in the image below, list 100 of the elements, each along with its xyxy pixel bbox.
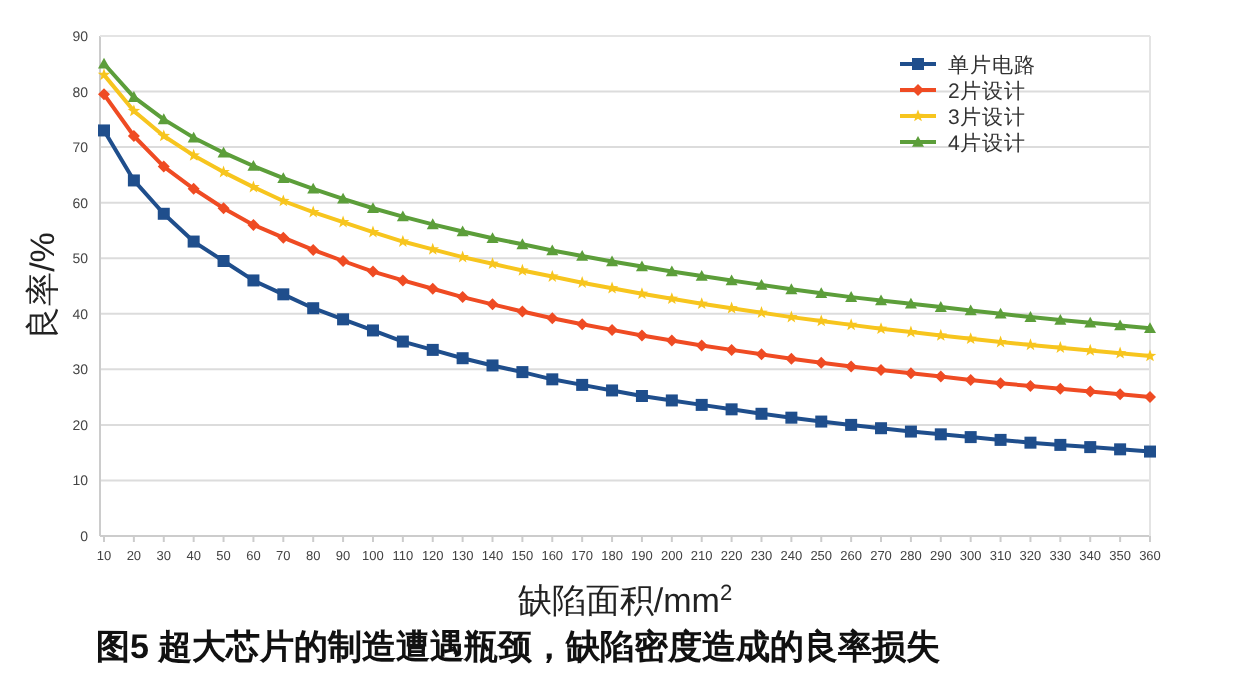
point — [516, 366, 529, 379]
point — [1084, 441, 1097, 454]
point — [785, 352, 798, 365]
point — [247, 274, 260, 287]
point — [725, 403, 738, 416]
point — [964, 304, 977, 316]
point — [725, 274, 738, 286]
point — [98, 124, 110, 137]
point — [635, 329, 648, 342]
x-axis-title: 缺陷面积/mm$^{2}$ — [517, 582, 733, 620]
point — [755, 407, 768, 420]
point — [994, 307, 1007, 319]
point — [157, 207, 170, 220]
point — [1024, 436, 1037, 449]
point — [875, 294, 888, 306]
point — [1144, 445, 1156, 458]
point — [576, 250, 589, 261]
point — [1143, 349, 1157, 362]
point — [845, 291, 858, 302]
point — [875, 422, 888, 435]
point — [337, 192, 350, 204]
point — [994, 377, 1007, 390]
point — [695, 339, 708, 352]
point — [396, 335, 409, 348]
point — [785, 411, 798, 424]
point — [426, 218, 439, 230]
point — [157, 113, 170, 125]
legend-label: 4片设计 — [948, 130, 1026, 156]
point — [725, 343, 738, 356]
point — [97, 68, 111, 81]
point — [814, 314, 828, 327]
point — [1054, 313, 1067, 325]
point — [456, 352, 469, 365]
point — [1054, 438, 1067, 451]
point — [904, 297, 917, 309]
point — [486, 359, 499, 372]
point — [426, 282, 439, 295]
point — [217, 202, 230, 215]
point — [964, 431, 977, 444]
point — [546, 373, 559, 386]
point — [366, 324, 379, 337]
point — [366, 202, 379, 214]
point — [247, 218, 260, 231]
point — [1083, 343, 1097, 356]
point — [994, 433, 1007, 446]
point — [1054, 341, 1067, 354]
point — [307, 302, 320, 315]
point — [187, 148, 200, 161]
legend-label: 3片设计 — [948, 104, 1026, 130]
point — [635, 390, 648, 402]
point — [157, 160, 170, 173]
point — [307, 243, 320, 256]
point — [845, 418, 858, 431]
point — [695, 270, 708, 281]
point — [695, 398, 708, 411]
point — [576, 378, 589, 391]
point — [426, 242, 440, 255]
point — [157, 129, 171, 142]
point — [337, 255, 350, 267]
point — [665, 265, 678, 277]
point — [396, 274, 409, 287]
point — [755, 348, 768, 361]
point — [187, 235, 200, 248]
y-axis-title: 良率/% — [24, 232, 62, 340]
caption: 图5 超大芯片的制造遭遇瓶颈，缺陷密度造成的良率损失 — [96, 628, 941, 666]
point — [337, 313, 350, 326]
legend-label: 单片电路 — [948, 52, 1036, 78]
point — [665, 394, 678, 407]
point — [934, 301, 947, 312]
point — [98, 57, 110, 69]
point — [1144, 322, 1156, 334]
point — [426, 343, 439, 356]
point — [187, 131, 200, 143]
point — [217, 165, 230, 178]
point — [277, 172, 290, 184]
point — [277, 288, 290, 301]
point — [1024, 311, 1037, 322]
point — [755, 278, 768, 290]
point — [844, 318, 858, 331]
point — [456, 291, 469, 304]
point — [247, 160, 260, 171]
point — [516, 238, 529, 250]
point — [1114, 319, 1127, 331]
point — [1024, 380, 1037, 392]
point — [874, 322, 888, 335]
point — [785, 283, 798, 295]
point — [486, 298, 499, 311]
point — [815, 415, 828, 428]
point — [665, 334, 678, 347]
point — [815, 287, 828, 299]
point — [277, 231, 290, 244]
point — [456, 225, 469, 237]
point — [576, 318, 589, 331]
point — [904, 425, 917, 438]
point — [546, 312, 559, 325]
point — [1114, 443, 1127, 456]
point — [366, 265, 379, 278]
point — [127, 174, 140, 187]
point — [635, 260, 648, 272]
point — [964, 332, 977, 345]
